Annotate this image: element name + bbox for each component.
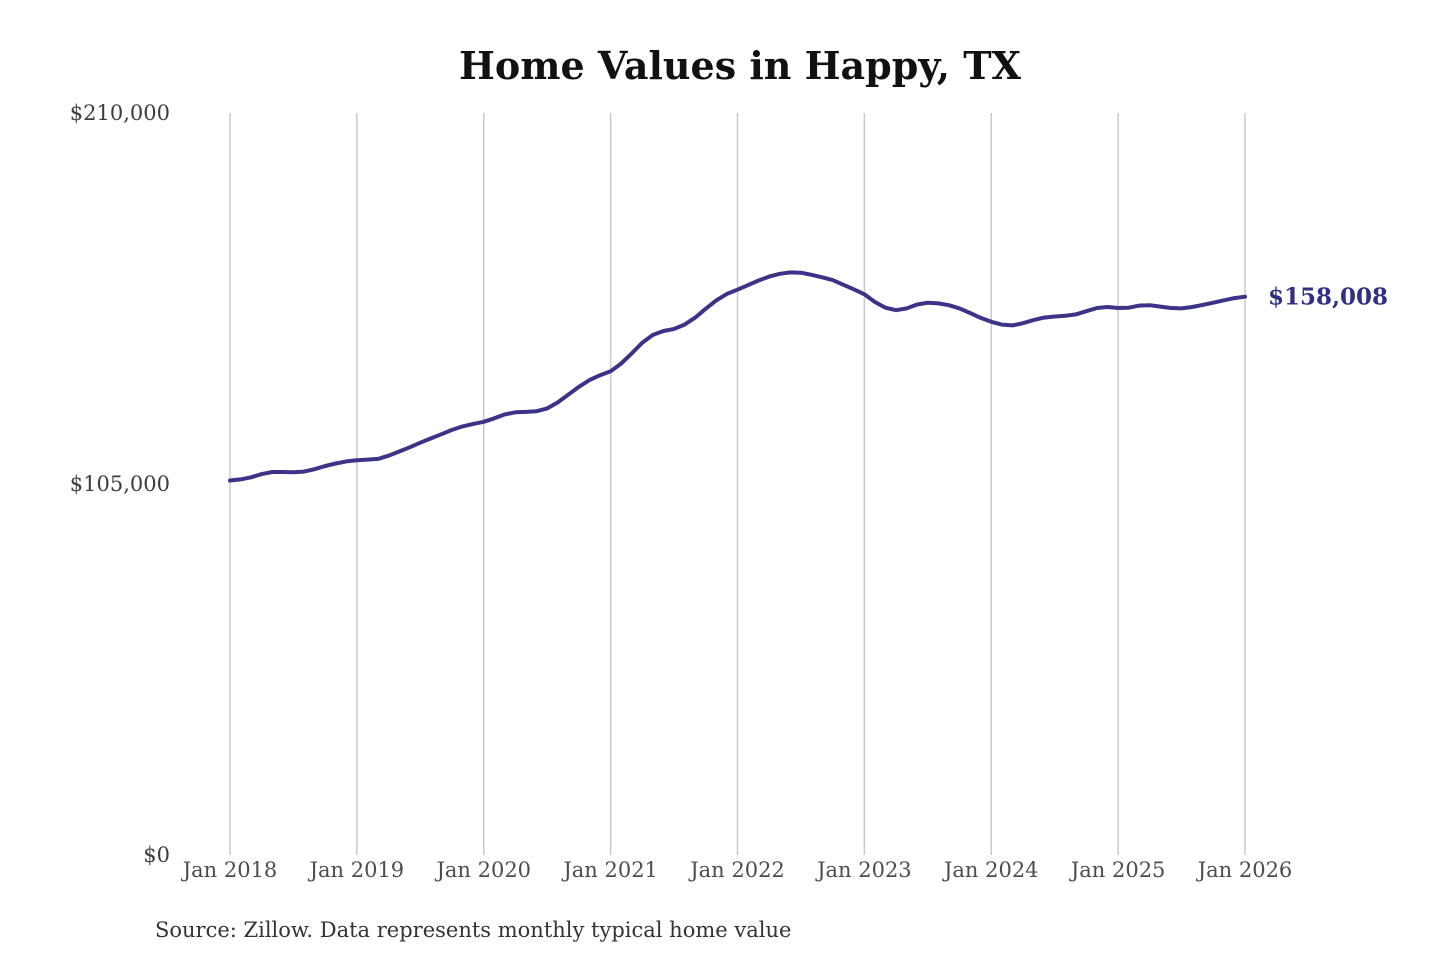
y-axis-tick: $105,000: [69, 472, 170, 496]
x-axis-tick: Jan 2018: [182, 858, 278, 882]
home-value-line: [228, 270, 1247, 483]
y-axis-tick: $210,000: [69, 101, 170, 125]
x-axis-tick: Jan 2024: [943, 858, 1039, 882]
x-axis-tick: Jan 2019: [309, 858, 405, 882]
source-note: Source: Zillow. Data represents monthly …: [155, 918, 792, 942]
x-axis-tick: Jan 2021: [563, 858, 658, 882]
x-axis-tick: Jan 2023: [817, 858, 912, 882]
x-axis-tick: Jan 2020: [436, 858, 532, 882]
y-axis-tick: $0: [143, 843, 170, 867]
chart-title: Home Values in Happy, TX: [459, 43, 1021, 88]
x-axis-tick: Jan 2025: [1070, 858, 1166, 882]
x-axis-tick: Jan 2026: [1197, 858, 1293, 882]
x-axis-tick: Jan 2022: [690, 858, 785, 882]
latest-value-label: $158,008: [1268, 283, 1389, 311]
